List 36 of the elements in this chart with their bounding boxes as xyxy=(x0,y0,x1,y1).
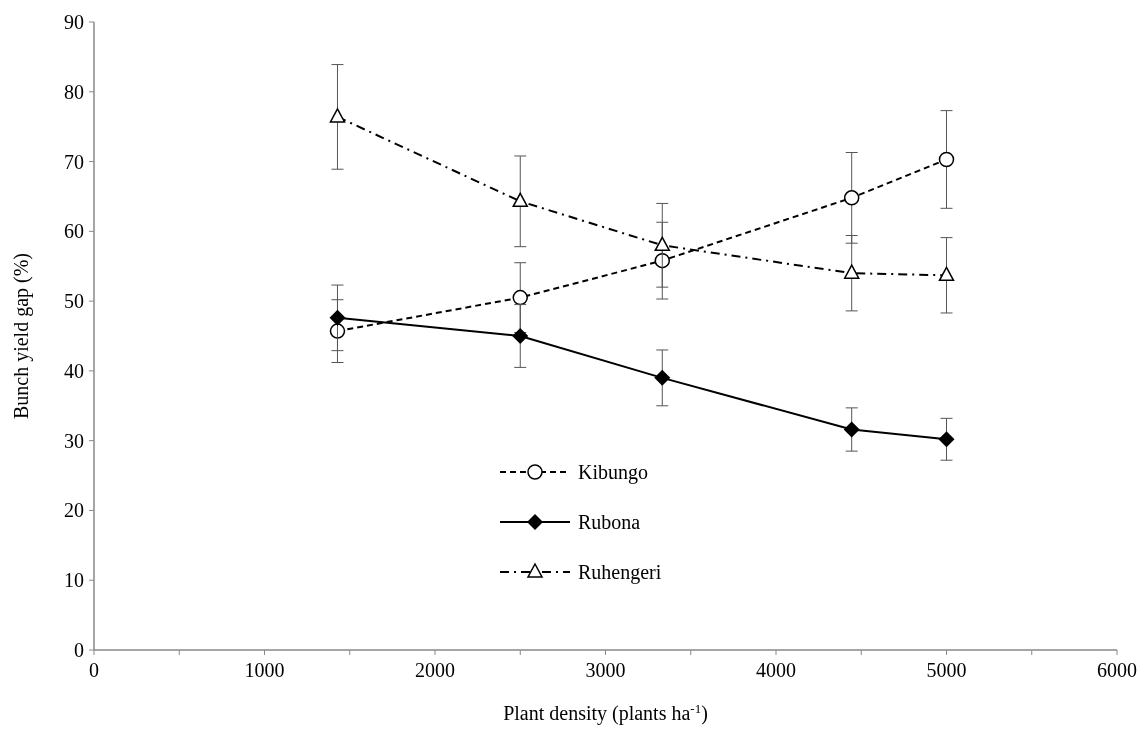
x-tick-label: 5000 xyxy=(926,659,967,681)
y-tick-label: 0 xyxy=(74,639,84,661)
x-tick-label: 3000 xyxy=(585,659,626,681)
y-tick-label: 10 xyxy=(64,569,84,592)
y-tick-label: 20 xyxy=(64,499,84,522)
point xyxy=(654,252,671,269)
x-tick-label: 2000 xyxy=(415,659,455,681)
point xyxy=(843,264,860,279)
point xyxy=(843,421,860,438)
y-tick-label: 90 xyxy=(64,11,84,33)
point xyxy=(654,236,671,252)
point xyxy=(329,309,346,326)
point xyxy=(654,369,671,386)
x-tick-label: 1000 xyxy=(244,659,285,681)
point xyxy=(512,289,528,306)
x-tick-label: 4000 xyxy=(756,659,796,681)
point xyxy=(512,328,529,344)
legend-label: Kibungo xyxy=(578,461,648,484)
y-tick-label: 70 xyxy=(64,150,84,173)
point xyxy=(843,190,860,206)
x-tick-label: 6000 xyxy=(1097,659,1137,681)
legend-label: Rubona xyxy=(578,511,641,533)
x-tick-label: 0 xyxy=(89,659,99,681)
point xyxy=(329,108,346,123)
point xyxy=(512,192,528,208)
y-tick-label: 40 xyxy=(64,359,84,382)
y-tick-label: 50 xyxy=(64,290,84,313)
y-tick-label: 60 xyxy=(64,220,84,243)
y-tick-label: 80 xyxy=(64,80,84,103)
point xyxy=(938,431,955,448)
legend-label: Ruhengeri xyxy=(578,561,662,584)
y-tick-label: 30 xyxy=(64,429,84,452)
point xyxy=(938,266,955,282)
x-axis-title: Plant density (plants ha$^{-1}$) xyxy=(503,700,708,725)
y-axis-title: Bunch yield gap (%) xyxy=(10,252,33,420)
point xyxy=(938,151,955,168)
